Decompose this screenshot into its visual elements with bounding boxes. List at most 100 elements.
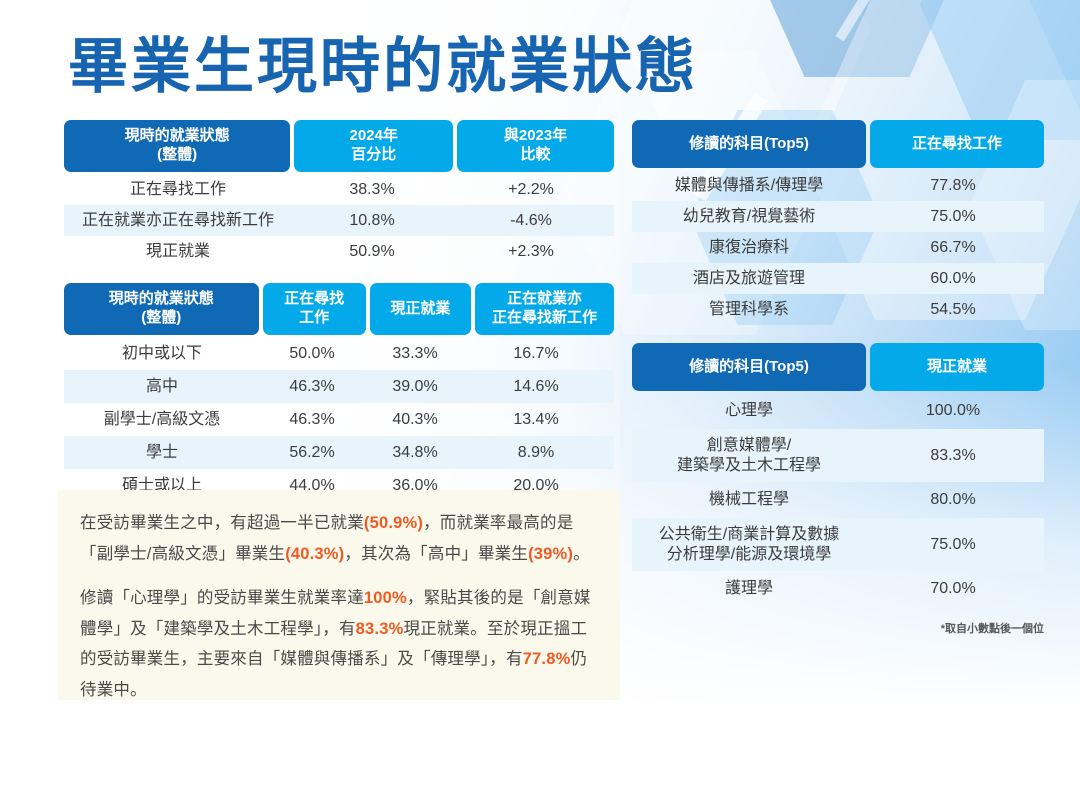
cell-both: 8.9% xyxy=(517,443,555,461)
cell-both: 14.6% xyxy=(513,377,559,395)
cell-education-level: 副學士/高級文憑 xyxy=(103,410,221,428)
subject-line-2: 分析理學/能源及環境學 xyxy=(666,545,832,563)
cell-vs-2023: +2.3% xyxy=(508,242,554,260)
table-body: 媒體與傳播系/傳理學 77.8% 幼兒教育/視覺藝術 75.0% 康復治療科 6… xyxy=(632,170,1044,325)
column-header-status: 現時的就業狀態 (整體) xyxy=(64,120,291,172)
cell-employed: 36.0% xyxy=(392,476,438,494)
highlight-value: (50.9%) xyxy=(363,514,424,532)
column-header-2024-pct: 2024年 百分比 xyxy=(294,120,454,172)
cell-subject: 心理學 xyxy=(724,402,773,419)
header-line-2: 百分比 xyxy=(351,146,397,163)
footer: CT goodjobs A member of HKET Group CTgoo… xyxy=(0,705,1080,795)
cell-seeking: 44.0% xyxy=(289,476,335,494)
cell-subject: 酒店及旅遊管理 xyxy=(692,269,805,287)
header-line-1: 現時的就業狀態 xyxy=(124,127,230,145)
cell-both: 13.4% xyxy=(513,410,559,428)
summary-text-box: 在受訪畢業生之中，有超過一半已就業(50.9%)，而就業率最高的是「副學士/高級… xyxy=(58,490,620,700)
summary-paragraph-2: 修讀「心理學」的受訪畢業生就業率達100%，緊貼其後的是「創意媒體學」及「建築學… xyxy=(80,583,598,705)
summary-text: 在受訪畢業生之中，有超過一半已就業 xyxy=(80,514,364,532)
column-header-seeking: 正在尋找工作 xyxy=(870,120,1044,168)
column-header-employed: 現正就業 xyxy=(369,283,472,335)
table-row: 現正就業 50.9% +2.3% xyxy=(64,236,614,267)
table-row: 碩士或以上 44.0% 36.0% 20.0% xyxy=(64,469,614,502)
cell-seeking: 46.3% xyxy=(289,410,335,428)
table-row: 副學士/高級文憑 46.3% 40.3% 13.4% xyxy=(64,403,614,436)
highlight-value: 77.8% xyxy=(522,650,571,669)
cell-value: 70.0% xyxy=(930,580,976,597)
cell-subject: 媒體與傳播系/傳理學 xyxy=(674,176,824,194)
cell-value: 54.5% xyxy=(930,300,976,318)
cell-subject: 幼兒教育/視覺藝術 xyxy=(682,207,816,225)
cell-pct-2024: 50.9% xyxy=(349,242,395,260)
highlight-value: 83.3% xyxy=(355,619,404,638)
cell-subject: 管理科學系 xyxy=(708,300,789,318)
summary-text: ，其次為「高中」畢業生 xyxy=(344,544,529,563)
cell-status: 正在尋找工作 xyxy=(129,180,226,198)
table-body: 心理學 100.0% 創意媒體學/ 建築學及土木工程學 83.3% 機械工程學 … xyxy=(632,393,1044,607)
highlight-value: 100% xyxy=(363,589,407,608)
table-row: 康復治療科 66.7% xyxy=(632,232,1044,263)
cell-value: 60.0% xyxy=(930,269,976,287)
header-line-1: 現時的就業狀態 xyxy=(108,290,214,308)
cell-employed: 34.8% xyxy=(392,443,438,461)
cell-subject: 創意媒體學/ 建築學及土木工程學 xyxy=(632,432,866,480)
cell-status: 正在就業亦正在尋找新工作 xyxy=(81,211,274,229)
cell-vs-2023: -4.6% xyxy=(510,211,552,229)
cell-subject: 護理學 xyxy=(724,580,773,597)
cell-employed: 39.0% xyxy=(392,377,438,395)
cell-both: 16.7% xyxy=(513,344,559,362)
cell-subject: 機械工程學 xyxy=(708,491,789,508)
summary-text: 。 xyxy=(573,544,590,563)
header-line-1: 2024年 xyxy=(349,127,398,145)
column-header-employed-and-seeking: 正在就業亦 正在尋找新工作 xyxy=(475,283,615,335)
cell-employed: 40.3% xyxy=(392,410,438,428)
cell-subject: 康復治療科 xyxy=(708,238,789,256)
summary-text: ，緊貼其後的是「創意媒體學」及「建築學及土木工程學」，有 xyxy=(80,589,591,638)
table-row: 管理科學系 54.5% xyxy=(632,294,1044,325)
column-header-subject: 修讀的科目(Top5) xyxy=(632,120,866,168)
column-header-vs-2023: 與2023年 比較 xyxy=(457,120,614,172)
cell-value: 66.7% xyxy=(930,238,976,256)
cell-value: 75.0% xyxy=(930,535,976,553)
header-line-1: 與2023年 xyxy=(503,127,568,145)
subject-line-2: 建築學及土木工程學 xyxy=(676,456,821,474)
header-line-2: (整體) xyxy=(141,309,182,326)
table-row: 酒店及旅遊管理 60.0% xyxy=(632,263,1044,294)
cell-education-level: 高中 xyxy=(145,377,178,395)
cell-education-level: 學士 xyxy=(145,443,178,461)
summary-text: 修讀「心理學」的受訪畢業生就業率達 xyxy=(80,589,364,608)
cell-education-level: 初中或以下 xyxy=(121,344,202,362)
cell-employed: 33.3% xyxy=(392,344,438,362)
subject-line-1: 公共衛生/商業計算及數據 xyxy=(658,525,840,543)
table-row: 公共衛生/商業計算及數據 分析理學/能源及環境學 75.0% xyxy=(632,518,1044,571)
cell-both: 20.0% xyxy=(513,476,559,494)
cell-education-level: 碩士或以上 xyxy=(121,476,202,494)
column-header-subject: 修讀的科目(Top5) xyxy=(632,343,866,391)
cell-pct-2024: 10.8% xyxy=(349,211,395,229)
cell-vs-2023: +2.2% xyxy=(508,180,554,198)
table-row: 機械工程學 80.0% xyxy=(632,482,1044,518)
cell-value: 77.8% xyxy=(930,176,976,194)
table-header-row: 現時的就業狀態 (整體) 2024年 百分比 與2023年 比較 xyxy=(64,120,614,172)
table-subject-seeking-work: 修讀的科目(Top5) 正在尋找工作 媒體與傳播系/傳理學 77.8% 幼兒教育… xyxy=(632,120,1044,325)
cell-pct-2024: 38.3% xyxy=(349,180,395,198)
column-header-status: 現時的就業狀態 (整體) xyxy=(64,283,259,335)
table-header-row: 現時的就業狀態 (整體) 正在尋找 工作 現正就業 正在就業亦 正在尋找新工作 xyxy=(64,283,615,335)
column-header-employed: 現正就業 xyxy=(870,343,1044,391)
table-row: 學士 56.2% 34.8% 8.9% xyxy=(64,436,614,469)
cell-status: 現正就業 xyxy=(145,242,210,260)
cell-seeking: 46.3% xyxy=(289,377,335,395)
table-status-overall: 現時的就業狀態 (整體) 2024年 百分比 與2023年 比較 正在尋找工作 xyxy=(64,120,614,267)
table-subject-currently-employed: 修讀的科目(Top5) 現正就業 心理學 100.0% 創意媒體學/ 建築學及土… xyxy=(632,343,1044,607)
cell-value: 100.0% xyxy=(925,402,981,419)
cell-value: 80.0% xyxy=(930,491,976,508)
summary-text: 現正就業。至於現正搵工的受訪畢業生，主要來自「媒體與傳播系」及「傳理學」，有 xyxy=(80,619,588,669)
summary-text: 仍待業中。 xyxy=(80,650,588,699)
column-header-seeking: 正在尋找 工作 xyxy=(262,283,366,335)
cell-seeking: 56.2% xyxy=(289,443,335,461)
table-row: 媒體與傳播系/傳理學 77.8% xyxy=(632,170,1044,201)
table-header-row: 修讀的科目(Top5) 正在尋找工作 xyxy=(632,120,1044,168)
table-row: 初中或以下 50.0% 33.3% 16.7% xyxy=(64,337,614,370)
table-body: 初中或以下 50.0% 33.3% 16.7% 高中 46.3% 39.0% 1… xyxy=(64,337,614,502)
